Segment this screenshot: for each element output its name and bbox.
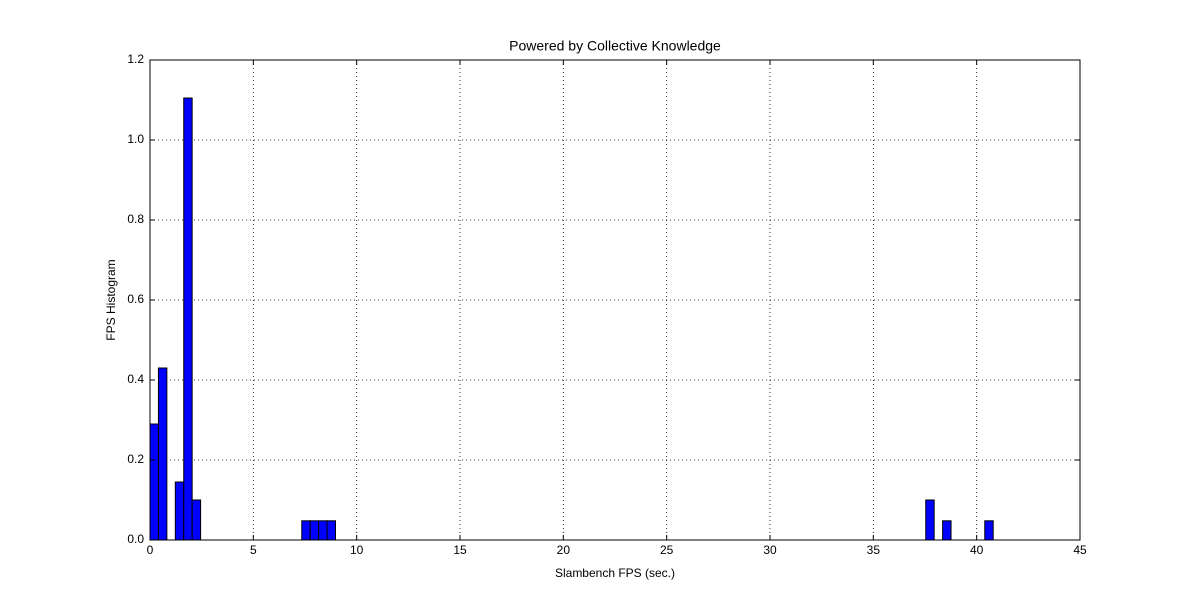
y-axis-label: FPS Histogram [104, 259, 118, 340]
bar [309, 520, 320, 541]
bar [318, 520, 328, 541]
x-tick-label: 25 [660, 543, 674, 557]
x-tick-label: 45 [1073, 543, 1087, 557]
bar [174, 481, 185, 541]
y-tick-label: 0.4 [127, 372, 144, 386]
bar [183, 97, 193, 541]
x-tick-label: 30 [763, 543, 777, 557]
bar [984, 520, 994, 541]
x-tick-label: 40 [970, 543, 984, 557]
x-axis-label: Slambench FPS (sec.) [555, 566, 675, 580]
bar [301, 520, 311, 541]
y-tick-label: 0.2 [127, 452, 144, 466]
bar [157, 367, 168, 541]
x-tick-label: 5 [250, 543, 257, 557]
y-tick-label: 0.8 [127, 212, 144, 226]
bar [942, 520, 952, 541]
chart-title: Powered by Collective Knowledge [509, 38, 721, 54]
x-tick-label: 0 [147, 543, 154, 557]
y-tick-label: 0.6 [127, 292, 144, 306]
bar [326, 520, 337, 541]
axes: 0 5 10 15 20 25 30 35 40 45 0.0 0.2 0.4 0.6 0.8 1.0 1.2 [127, 52, 1087, 557]
x-tick-label: 15 [453, 543, 467, 557]
y-tick-label: 1.0 [127, 132, 144, 146]
bar [925, 499, 935, 541]
x-tick-label: 20 [557, 543, 571, 557]
bar [191, 499, 202, 541]
y-tick-label: 0.0 [127, 532, 144, 546]
x-tick-label: 35 [867, 543, 881, 557]
y-tick-label: 1.2 [127, 52, 144, 66]
x-tick-label: 10 [350, 543, 364, 557]
bar [149, 423, 159, 541]
plot-frame [149, 59, 1081, 541]
